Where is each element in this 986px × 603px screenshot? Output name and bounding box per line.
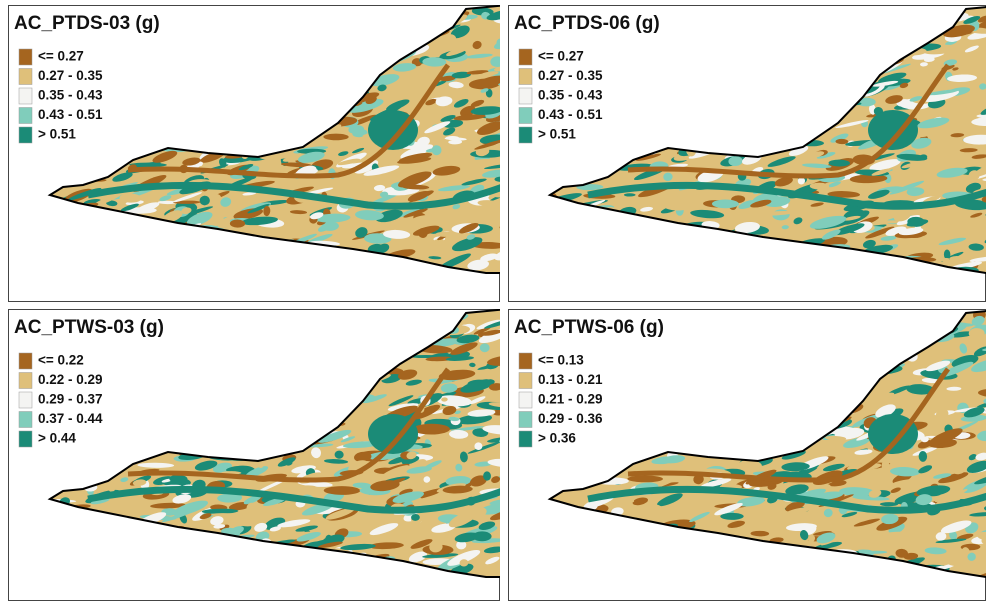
legend-swatch — [19, 431, 32, 447]
legend-label: 0.35 - 0.43 — [538, 88, 603, 103]
legend-swatch — [519, 127, 532, 143]
map-patch — [919, 151, 933, 154]
legend-swatch — [519, 373, 532, 389]
legend-swatch — [19, 392, 32, 408]
legend-label: 0.27 - 0.35 — [38, 68, 103, 83]
legend-label: 0.35 - 0.43 — [38, 88, 103, 103]
panel-title: AC_PTWS-06 (g) — [514, 317, 664, 338]
legend-label: 0.37 - 0.44 — [38, 411, 103, 426]
legend-swatch — [519, 412, 532, 428]
legend-label: 0.21 - 0.29 — [538, 392, 603, 407]
legend-label: <= 0.27 — [538, 49, 584, 64]
panel-title: AC_PTDS-06 (g) — [514, 13, 660, 34]
legend-swatch — [519, 392, 532, 408]
legend-swatch — [519, 69, 532, 85]
legend-swatch — [519, 431, 532, 447]
panel-title: AC_PTDS-03 (g) — [14, 13, 160, 34]
legend-swatch — [519, 88, 532, 104]
legend-label: <= 0.13 — [538, 353, 584, 368]
legend-swatch — [519, 353, 532, 369]
legend-swatch — [19, 127, 32, 143]
legend-label: 0.29 - 0.36 — [538, 411, 603, 426]
legend-label: <= 0.22 — [38, 353, 84, 368]
legend-swatch — [519, 108, 532, 124]
legend-label: 0.29 - 0.37 — [38, 392, 103, 407]
legend-swatch — [19, 108, 32, 124]
legend-label: 0.13 - 0.21 — [538, 372, 603, 387]
legend-label: 0.22 - 0.29 — [38, 372, 103, 387]
legend-label: <= 0.27 — [38, 49, 84, 64]
panel-title: AC_PTWS-03 (g) — [14, 317, 164, 338]
map-patch — [323, 134, 348, 141]
legend-swatch — [19, 353, 32, 369]
legend-swatch — [19, 412, 32, 428]
legend-label: > 0.36 — [538, 431, 576, 446]
map-panel: AC_PTWS-06 (g) <= 0.13 0.13 - 0.21 0.21 - 0… — [508, 300, 986, 603]
legend-label: 0.27 - 0.35 — [538, 68, 603, 83]
legend-swatch — [19, 69, 32, 85]
legend-swatch — [19, 88, 32, 104]
legend-swatch — [19, 49, 32, 65]
map-panel: AC_PTDS-03 (g) <= 0.27 0.27 - 0.35 0.35 - 0… — [8, 0, 524, 305]
legend-label: 0.43 - 0.51 — [538, 107, 603, 122]
legend-swatch — [519, 49, 532, 65]
map-panel: AC_PTWS-03 (g) <= 0.22 0.22 - 0.29 0.29 - 0… — [8, 303, 525, 603]
page: AC_PTDS-03 (g) <= 0.27 0.27 - 0.35 0.35 - 0… — [0, 0, 986, 603]
map-patch — [480, 343, 490, 352]
map-patch — [880, 502, 898, 506]
figure: AC_PTDS-03 (g) <= 0.27 0.27 - 0.35 0.35 - 0… — [0, 0, 986, 603]
legend-label: 0.43 - 0.51 — [38, 107, 103, 122]
legend-label: > 0.51 — [538, 127, 576, 142]
legend-label: > 0.44 — [38, 431, 76, 446]
map-panel: AC_PTDS-06 (g) <= 0.27 0.27 - 0.35 0.35 - 0… — [508, 0, 986, 305]
legend-label: > 0.51 — [38, 127, 76, 142]
legend-swatch — [19, 373, 32, 389]
